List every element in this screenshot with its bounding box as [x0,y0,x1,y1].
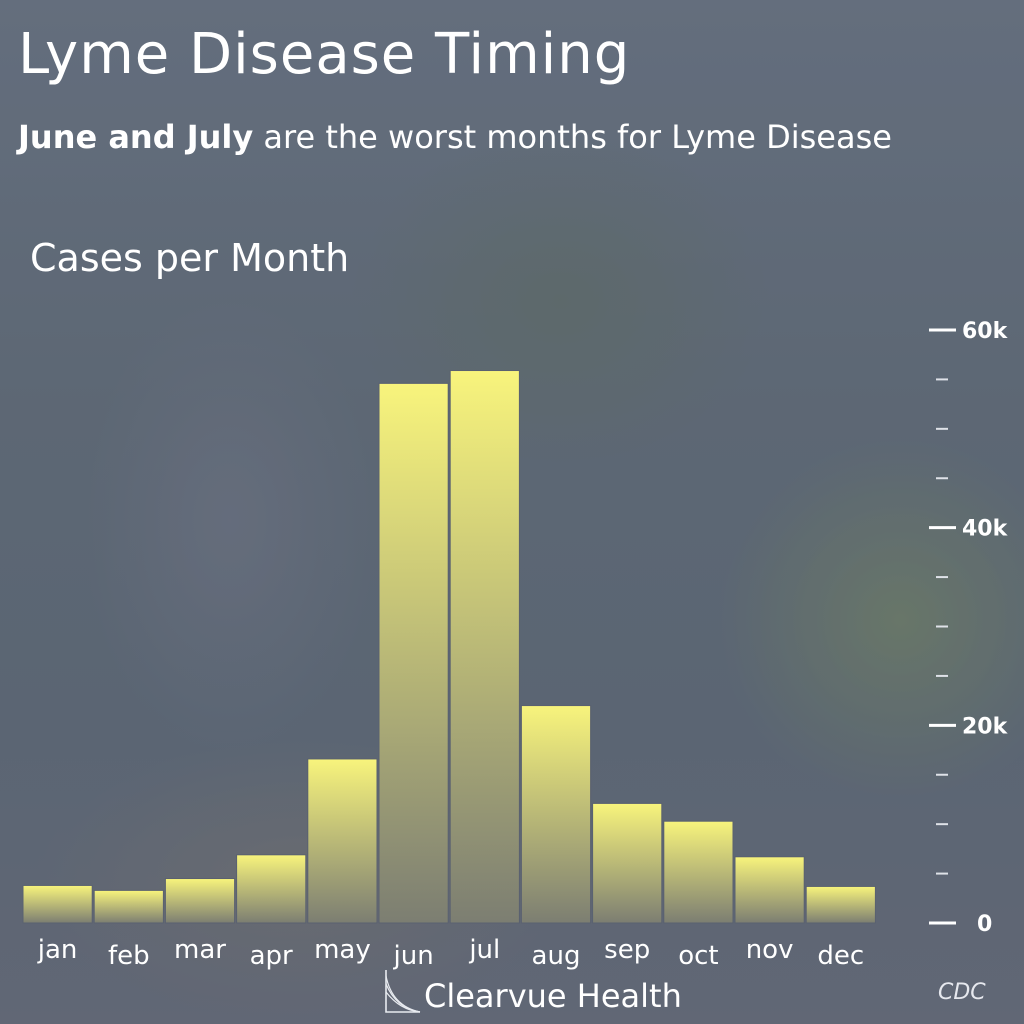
x-tick-label-dec: dec [817,941,864,971]
y-tick-label: 40k [962,517,1009,542]
x-tick-label-jun: jun [393,941,434,971]
bar-dec [805,885,876,924]
x-tick-label-jan: jan [37,935,78,965]
y-tick-label: 60k [962,319,1009,344]
y-axis: 0 20k 40k 60k [929,319,1009,937]
x-tick-label-oct: oct [678,941,718,971]
source-label: CDC [938,980,986,1005]
bar-jun [378,382,449,924]
subtitle-highlight: June and July [18,118,254,156]
brand-name: Clearvue Health [424,977,682,1015]
bar-oct [663,820,734,924]
bar-mar [164,878,236,924]
brand-logo: Clearvue Health [382,966,682,1016]
page-title: Lyme Disease Timing [18,22,631,87]
bar-aug [520,705,592,924]
bar-jul [449,370,520,924]
x-tick-label-mar: mar [174,935,226,965]
x-axis-labels: jan feb mar apr may jun jul aug sep oct nov dec [37,935,864,971]
bars-group [22,370,876,924]
x-tick-label-feb: feb [108,941,150,971]
x-tick-label-nov: nov [746,935,794,965]
bar-may [307,758,378,924]
page-subtitle: June and July are the worst months for L… [18,118,892,156]
y-tick-label: 0 [977,912,992,937]
x-tick-label-aug: aug [532,941,581,971]
y-tick-label: 20k [962,714,1009,739]
x-tick-label-apr: apr [250,941,293,971]
bar-feb [93,889,164,924]
bar-nov [734,856,805,924]
subtitle-rest: are the worst months for Lyme Disease [253,118,892,156]
bar-jan [22,884,93,924]
x-tick-label-jul: jul [468,935,500,965]
bar-apr [236,854,307,924]
x-tick-label-sep: sep [604,935,650,965]
bar-sep [592,802,663,924]
chart-title: Cases per Month [30,236,350,280]
clearvue-logo-icon [385,970,421,1013]
x-tick-label-may: may [314,935,371,965]
